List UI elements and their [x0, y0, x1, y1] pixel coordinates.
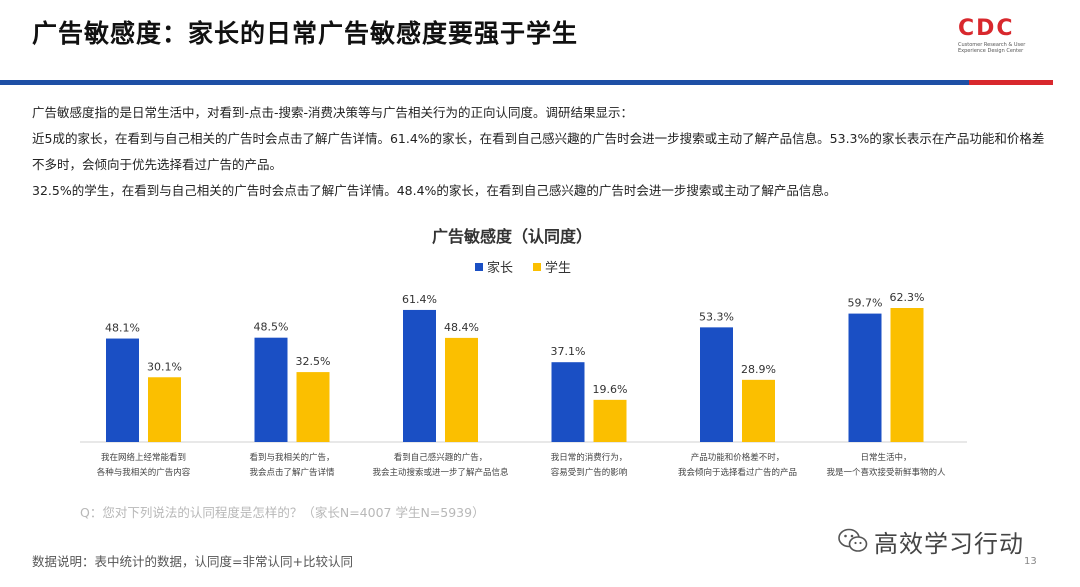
page-number: 13	[1024, 556, 1037, 567]
data-label-1-0: 30.1%	[147, 360, 182, 373]
category-label-3-1: 容易受到广告的影响	[551, 467, 628, 478]
cdc-logo: CDC Customer Research & User Experience …	[958, 18, 1058, 58]
bar-parent-2	[403, 309, 436, 442]
data-label-0-0: 48.1%	[105, 322, 140, 335]
logo-subtitle: Customer Research & User Experience Desi…	[958, 42, 1026, 54]
data-label-0-1: 48.5%	[254, 321, 289, 334]
data-label-1-2: 48.4%	[444, 321, 479, 334]
category-label-0-1: 各种与我相关的广告内容	[97, 467, 191, 478]
data-label-0-4: 53.3%	[699, 310, 734, 323]
wechat-icon	[838, 528, 868, 552]
category-label-1-0: 看到与我相关的广告，	[249, 452, 334, 463]
bar-parent-3	[551, 362, 585, 442]
legend-label-1: 学生	[545, 260, 571, 276]
data-label-1-3: 19.6%	[593, 383, 628, 396]
category-label-2-0: 看到自己感兴趣的广告，	[394, 452, 488, 463]
category-label-2-1: 我会主动搜索或进一步了解产品信息	[372, 467, 509, 478]
data-label-1-1: 32.5%	[296, 355, 331, 368]
category-label-5-0: 日常生活中，	[860, 452, 911, 463]
page-title: 广告敏感度：家长的日常广告敏感度要强于学生	[32, 19, 579, 48]
intro-text: 广告敏感度指的是日常生活中，对看到-点击-搜索-消费决策等与广告相关行为的正向认…	[32, 100, 1052, 204]
bar-chart: 广告敏感度（认同度） 家长 学生 48.1% 30.1% 我在网络上经常能看到各种与我相关…	[80, 227, 967, 478]
bar-student-5	[890, 308, 924, 442]
bar-student-1	[296, 372, 330, 442]
bar-student-4	[742, 379, 775, 442]
category-label-4-1: 我会倾向于选择看过广告的产品	[678, 467, 797, 478]
logo-text: CDC	[958, 16, 1015, 41]
header-divider	[0, 80, 1053, 85]
data-label-1-4: 28.9%	[741, 363, 776, 376]
data-label-1-5: 62.3%	[890, 291, 925, 304]
intro-line-3: 32.5%的学生，在看到与自己相关的广告时会点击了解广告详情。48.4%的家长，…	[32, 183, 837, 198]
category-label-3-0: 我日常的消费行为，	[551, 452, 628, 463]
bar-student-3	[593, 399, 627, 442]
legend-swatch-0	[475, 263, 483, 271]
bar-parent-0	[106, 338, 139, 442]
data-label-0-2: 61.4%	[402, 293, 437, 306]
category-label-1-1: 我会点击了解广告详情	[249, 467, 335, 478]
category-label-5-1: 我是一个喜欢接受新鲜事物的人	[826, 467, 946, 478]
category-label-4-0: 产品功能和价格差不时，	[691, 452, 785, 463]
data-label-0-3: 37.1%	[551, 345, 586, 358]
legend-label-0: 家长	[487, 260, 513, 276]
watermark-text: 高效学习行动	[874, 529, 1024, 558]
survey-question: Q：您对下列说法的认同程度是怎样的？（家长N=4007 学生N=5939）	[80, 505, 485, 520]
bar-student-0	[148, 377, 181, 442]
category-label-0-0: 我在网络上经常能看到	[101, 452, 186, 463]
intro-line-2: 近5成的家长，在看到与自己相关的广告时会点击了解广告详情。61.4%的家长，在看…	[32, 131, 1045, 172]
legend-swatch-1	[533, 263, 541, 271]
intro-line-1: 广告敏感度指的是日常生活中，对看到-点击-搜索-消费决策等与广告相关行为的正向认…	[32, 105, 634, 120]
bar-parent-5	[848, 313, 882, 442]
watermark: 高效学习行动	[838, 524, 1024, 558]
bar-parent-1	[254, 337, 288, 442]
chart-title: 广告敏感度（认同度）	[432, 227, 592, 246]
data-note: 数据说明：表中统计的数据，认同度=非常认同+比较认同	[32, 554, 353, 569]
data-label-0-5: 59.7%	[848, 297, 883, 310]
bar-student-2	[445, 337, 478, 442]
bar-parent-4	[700, 327, 733, 442]
